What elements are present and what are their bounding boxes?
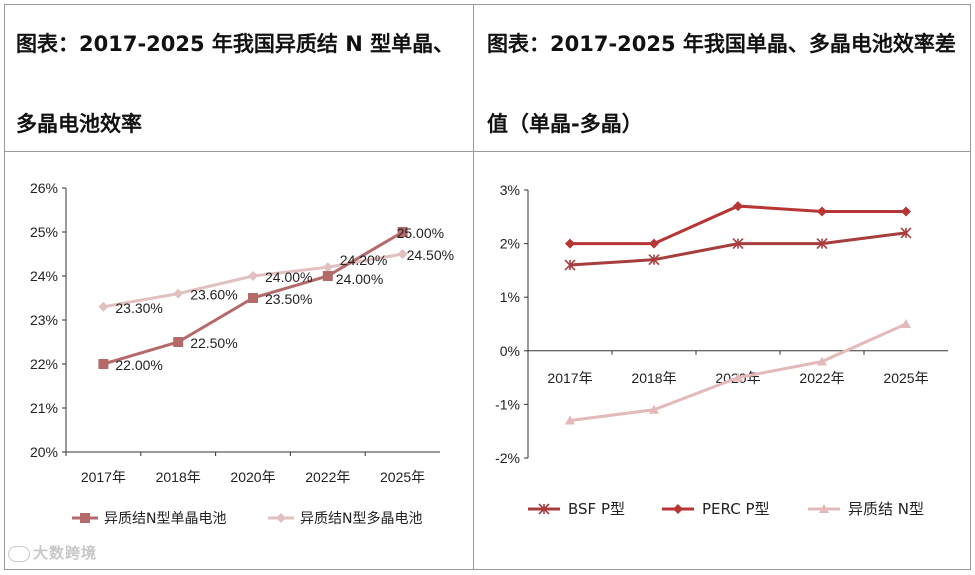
legend-label: PERC P型: [702, 500, 770, 518]
legend-label: 异质结N型单晶电池: [104, 511, 226, 527]
data-point: [565, 415, 575, 425]
data-point: [397, 249, 408, 259]
data-point: [733, 201, 743, 212]
y-tick-label: 26%: [30, 180, 58, 196]
data-point: [564, 259, 576, 271]
y-tick-label: 20%: [30, 444, 58, 460]
legend-marker: [819, 504, 829, 513]
data-label: 22.00%: [115, 357, 162, 373]
data-point: [649, 404, 659, 414]
watermark-logo-icon: [8, 545, 30, 562]
data-point: [901, 319, 911, 328]
data-point: [173, 288, 184, 299]
legend-label: BSF P型: [568, 500, 625, 518]
data-point: [649, 238, 659, 249]
data-point: [817, 206, 827, 217]
data-point: [901, 206, 911, 217]
legend-marker: [538, 503, 550, 515]
data-label: 24.00%: [265, 269, 312, 285]
x-tick-label: 2025年: [380, 469, 425, 485]
data-point: [733, 372, 743, 382]
data-label: 25.00%: [397, 225, 444, 241]
data-point: [648, 254, 660, 266]
watermark-text: 大数跨境: [33, 544, 98, 562]
data-label: 23.50%: [265, 291, 312, 307]
data-point: [98, 301, 109, 312]
x-tick-label: 2022年: [799, 370, 844, 386]
left-chart-title: 图表：2017-2025 年我国异质结 N 型单晶、多晶电池效率: [16, 32, 455, 136]
y-tick-label: -2%: [495, 450, 520, 466]
y-tick-label: 3%: [500, 182, 520, 198]
y-tick-label: 22%: [30, 356, 58, 372]
x-tick-label: 2025年: [883, 370, 928, 386]
series-line: [569, 231, 907, 267]
y-tick-label: 1%: [500, 289, 520, 305]
legend-marker: [276, 513, 286, 523]
x-tick-label: 2018年: [156, 469, 201, 485]
data-point: [732, 238, 744, 250]
x-tick-label: 2022年: [305, 469, 350, 485]
legend-label: 异质结N型多晶电池: [300, 510, 422, 527]
x-tick-label: 2017年: [547, 370, 592, 386]
x-tick-label: 2018年: [631, 370, 676, 386]
data-point: [248, 271, 258, 281]
data-point: [248, 293, 258, 303]
y-tick-label: 24%: [30, 268, 58, 284]
data-point: [817, 356, 827, 366]
panel-divider: [473, 4, 474, 570]
data-point: [173, 337, 184, 347]
data-point: [816, 238, 828, 250]
figure-frame: [4, 4, 971, 570]
y-tick-label: 21%: [30, 400, 58, 416]
y-tick-label: 0%: [500, 343, 520, 359]
legend-label: 异质结 N型: [848, 500, 924, 518]
y-tick-label: -1%: [495, 396, 520, 412]
x-tick-label: 2017年: [81, 469, 126, 485]
data-point: [565, 238, 575, 249]
data-label: 24.00%: [336, 271, 383, 287]
legend-marker: [673, 504, 683, 514]
right-chart-title: 图表：2017-2025 年我国单晶、多晶电池效率差值（单晶-多晶）: [487, 32, 956, 136]
y-tick-label: 2%: [500, 236, 520, 252]
y-tick-label: 25%: [30, 224, 58, 240]
data-point: [322, 271, 333, 281]
data-point: [900, 227, 912, 239]
data-point: [322, 262, 333, 273]
legend-marker: [80, 513, 90, 523]
data-point: [397, 227, 408, 237]
data-label: 24.20%: [340, 252, 387, 268]
y-tick-label: 23%: [30, 312, 58, 328]
data-label: 23.60%: [190, 287, 237, 303]
data-point: [98, 359, 109, 369]
data-label: 23.30%: [115, 300, 162, 316]
watermark: 大数跨境: [8, 542, 97, 563]
data-label: 22.50%: [190, 335, 237, 351]
title-divider: [4, 151, 971, 152]
x-tick-label: 2020年: [230, 469, 275, 485]
data-label: 24.50%: [407, 247, 454, 263]
